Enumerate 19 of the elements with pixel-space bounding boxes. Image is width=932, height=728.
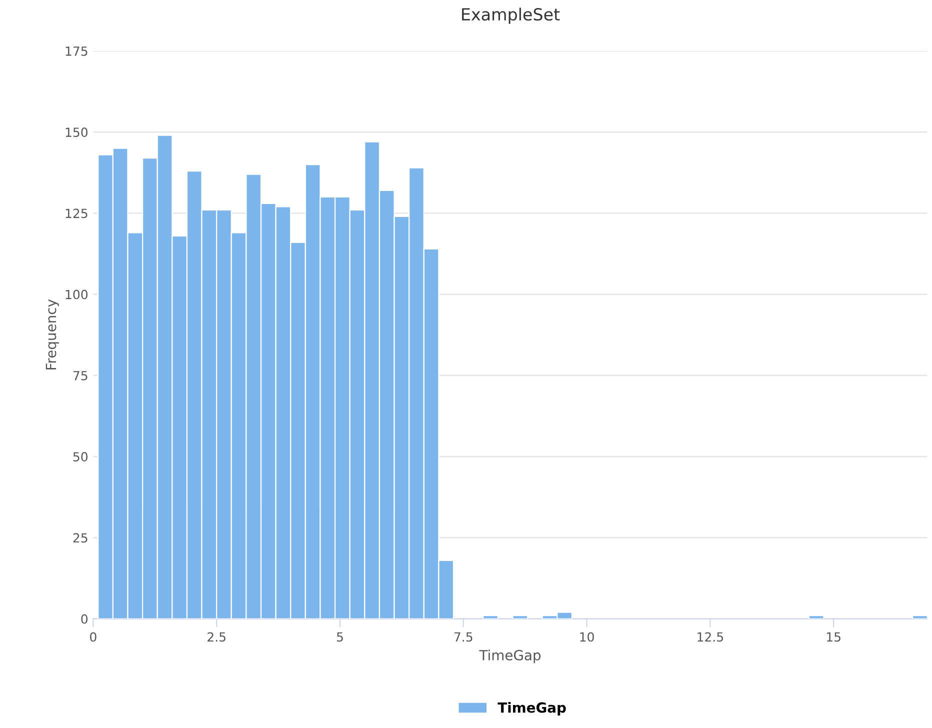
y-tick-label: 75 [73, 371, 88, 380]
x-tick-label: 5 [336, 632, 343, 642]
x-axis-title: TimeGap [479, 650, 541, 664]
y-tick-label: 25 [73, 533, 88, 543]
x-tick-label: 0 [90, 632, 96, 642]
x-tick-label: 2.5 [208, 632, 226, 642]
x-tick-label: 10 [580, 632, 594, 642]
x-tick-label: 7.5 [454, 632, 472, 642]
y-axis-title: Frequency [46, 299, 59, 370]
y-tick-label: 150 [66, 128, 88, 138]
legend-label: TimeGap [498, 702, 566, 716]
y-tick-label: 175 [66, 46, 88, 56]
x-tick-label: 12.5 [698, 632, 723, 642]
chart-title: ExampleSet [462, 8, 560, 24]
y-tick-label: 125 [66, 208, 88, 218]
y-tick-label: 50 [73, 452, 88, 462]
y-tick-label: 0 [81, 614, 88, 624]
y-tick-label: 100 [66, 290, 88, 300]
x-tick-label: 15 [826, 632, 840, 642]
